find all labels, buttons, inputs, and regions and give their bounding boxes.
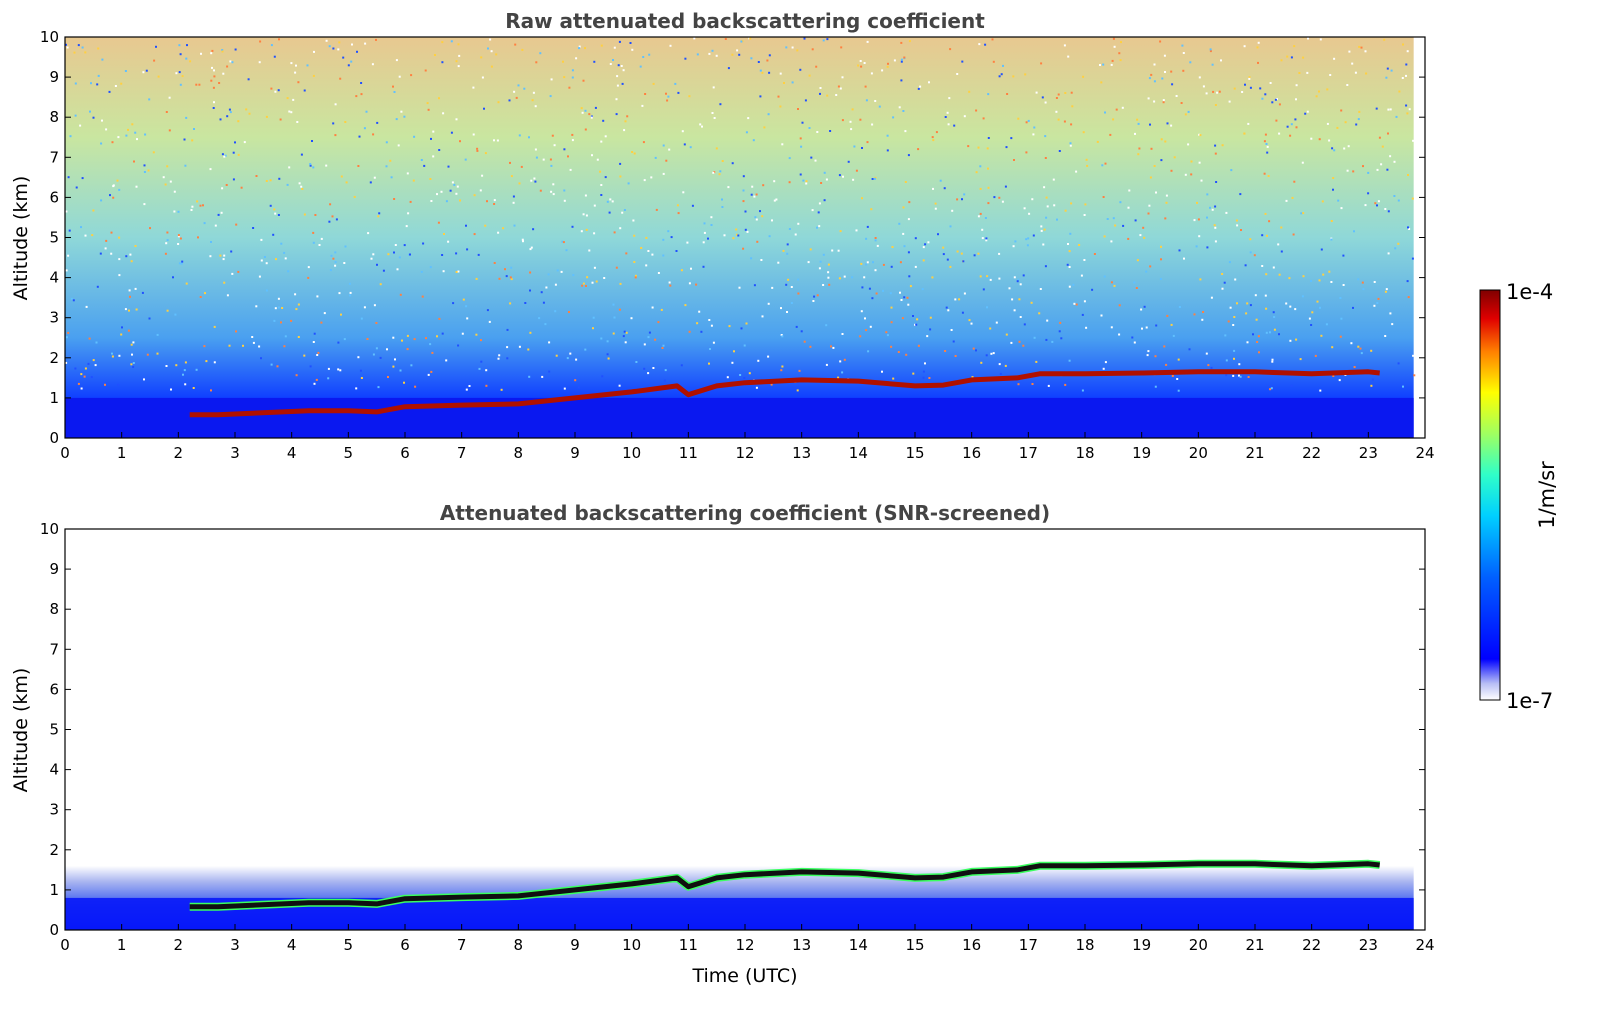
x-tick-label: 19 (1132, 936, 1151, 954)
y-tick-label: 7 (49, 640, 59, 658)
x-tick-label: 15 (905, 936, 924, 954)
bottom-chart-title: Attenuated backscattering coefficient (S… (440, 501, 1050, 525)
x-tick-label: 6 (400, 936, 410, 954)
x-tick-label: 8 (514, 444, 524, 462)
x-tick-label: 11 (679, 936, 698, 954)
y-tick-label: 2 (49, 349, 59, 367)
colorbar-max-label: 1e-4 (1506, 280, 1553, 304)
y-tick-label: 2 (49, 841, 59, 859)
y-tick-label: 7 (49, 148, 59, 166)
y-tick-label: 8 (49, 108, 59, 126)
x-tick-label: 17 (1019, 936, 1038, 954)
boundary-layer-band (65, 397, 1414, 438)
x-tick-label: 7 (457, 444, 467, 462)
x-tick-label: 14 (849, 936, 868, 954)
x-tick-label: 10 (622, 936, 641, 954)
x-tick-label: 3 (230, 936, 240, 954)
x-tick-label: 9 (570, 936, 580, 954)
x-tick-label: 15 (905, 444, 924, 462)
x-tick-label: 4 (287, 444, 297, 462)
x-tick-label: 11 (679, 444, 698, 462)
y-tick-label: 3 (49, 801, 59, 819)
x-axis-label: Time (UTC) (691, 965, 797, 987)
y-tick-label: 0 (49, 921, 59, 939)
y-tick-label: 6 (49, 680, 59, 698)
y-tick-label: 10 (40, 28, 59, 46)
snr-screened-panel: Attenuated backscattering coefficient (S… (10, 501, 1435, 987)
x-tick-label: 7 (457, 936, 467, 954)
x-tick-label: 5 (344, 444, 354, 462)
x-tick-label: 21 (1245, 936, 1264, 954)
y-tick-label: 9 (49, 560, 59, 578)
y-tick-label: 0 (49, 429, 59, 447)
raw-noise-background (65, 37, 1414, 438)
x-tick-label: 0 (60, 936, 70, 954)
x-tick-label: 22 (1302, 936, 1321, 954)
x-tick-label: 18 (1075, 936, 1094, 954)
x-tick-label: 5 (344, 936, 354, 954)
y-tick-label: 1 (49, 881, 59, 899)
x-tick-label: 21 (1245, 444, 1264, 462)
y-tick-label: 8 (49, 600, 59, 618)
y-tick-label: 5 (49, 721, 59, 739)
colorbar-min-label: 1e-7 (1506, 689, 1553, 713)
x-tick-label: 3 (230, 444, 240, 462)
x-tick-label: 23 (1359, 936, 1378, 954)
y-tick-label: 3 (49, 309, 59, 327)
x-tick-label: 0 (60, 444, 70, 462)
x-tick-label: 2 (174, 444, 184, 462)
x-tick-label: 17 (1019, 444, 1038, 462)
x-tick-label: 12 (735, 936, 754, 954)
y-tick-label: 4 (49, 761, 59, 779)
y-tick-label: 9 (49, 68, 59, 86)
x-tick-label: 13 (792, 936, 811, 954)
x-tick-label: 13 (792, 444, 811, 462)
x-tick-label: 24 (1415, 936, 1434, 954)
x-tick-label: 20 (1189, 444, 1208, 462)
x-tick-label: 16 (962, 444, 981, 462)
x-tick-label: 8 (514, 936, 524, 954)
colorbar-gradient (1479, 289, 1501, 701)
x-tick-label: 24 (1415, 444, 1434, 462)
raw-backscatter-panel: Raw attenuated backscattering coefficien… (10, 9, 1435, 462)
x-tick-label: 23 (1359, 444, 1378, 462)
x-tick-label: 19 (1132, 444, 1151, 462)
cloud-base-layer (189, 861, 1380, 910)
noise-speckle (65, 37, 1416, 392)
colorbar: 1e-4 1e-7 1/m/sr (1479, 280, 1559, 713)
y-tick-label: 4 (49, 269, 59, 287)
top-y-axis-label: Altitude (km) (10, 176, 32, 301)
cloud-base-layer (189, 369, 1380, 418)
x-tick-label: 14 (849, 444, 868, 462)
x-tick-label: 1 (117, 936, 127, 954)
x-tick-label: 12 (735, 444, 754, 462)
x-tick-label: 20 (1189, 936, 1208, 954)
x-tick-label: 16 (962, 936, 981, 954)
y-tick-label: 1 (49, 389, 59, 407)
x-tick-label: 10 (622, 444, 641, 462)
x-tick-label: 18 (1075, 444, 1094, 462)
top-chart-title: Raw attenuated backscattering coefficien… (505, 9, 985, 33)
colorbar-unit-label: 1/m/sr (1535, 461, 1559, 529)
x-tick-label: 2 (174, 936, 184, 954)
x-tick-label: 1 (117, 444, 127, 462)
x-tick-label: 6 (400, 444, 410, 462)
y-tick-label: 6 (49, 188, 59, 206)
x-tick-label: 9 (570, 444, 580, 462)
bottom-y-axis-label: Altitude (km) (10, 668, 32, 793)
y-tick-label: 10 (40, 520, 59, 538)
x-tick-label: 4 (287, 936, 297, 954)
y-tick-label: 5 (49, 229, 59, 247)
x-tick-label: 22 (1302, 444, 1321, 462)
